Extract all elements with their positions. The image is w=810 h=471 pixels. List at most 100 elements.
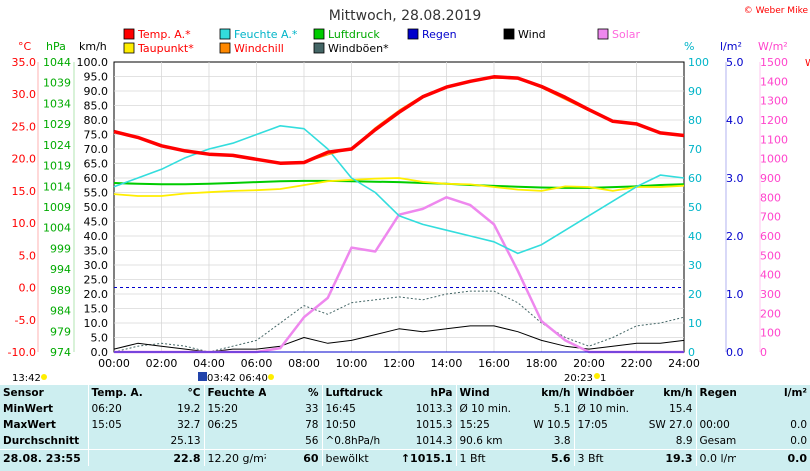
- stats-cell-left: 90.6 km: [455, 433, 512, 450]
- stats-current-value: 0.0: [736, 449, 810, 466]
- credit-text: © Weber Mike: [744, 6, 809, 16]
- solar-tick-label: 1100: [760, 133, 788, 146]
- solar-tick-label: 1000: [760, 153, 788, 166]
- rain-unit: l/m²: [720, 40, 742, 53]
- rain-tick-label: 0.0: [726, 346, 744, 359]
- kmh-tick-label: 45.0: [84, 216, 109, 229]
- hpa-tick-label: 1024: [43, 139, 71, 152]
- stats-current-left: 3 Bft: [573, 449, 634, 466]
- hpa-tick-label: 1039: [43, 77, 71, 90]
- legend-label: Windböen*: [328, 42, 389, 55]
- solar-tick-label: 400: [760, 269, 781, 282]
- solar-tick-label: 900: [760, 172, 781, 185]
- stats-cell-right: 0.0: [790, 435, 807, 447]
- legend-label: Windchill: [234, 42, 284, 55]
- time-tick-label: 00:00: [98, 357, 130, 370]
- stats-header-cell: Luftdruck: [321, 385, 384, 401]
- celsius-tick-label: 30.0: [12, 88, 37, 101]
- hpa-tick-label: 984: [50, 305, 71, 318]
- percent-tick-label: 100: [688, 56, 709, 69]
- stats-row-label: MaxWert: [3, 419, 56, 431]
- stats-cell-right: 1014.3: [415, 435, 453, 447]
- stats-cell-left: 00:00: [695, 417, 736, 433]
- legend-swatch: [597, 28, 609, 40]
- stats-unit-cell: °C: [187, 387, 201, 399]
- stats-current-value: 22.8: [144, 449, 204, 466]
- solar-tick-label: 1200: [760, 114, 788, 127]
- stats-panel: Sensor Temp. A. °C Feuchte A.% Luftdruck hPa W…: [0, 385, 810, 471]
- solar-tick-label: 1400: [760, 75, 788, 88]
- axis-ticks: 35.030.025.020.015.010.05.00.0-5.0-10.01…: [8, 56, 788, 370]
- stats-cell-right: 8.9: [675, 435, 693, 447]
- stats-cell-right: 32.7: [177, 419, 201, 431]
- kmh-tick-label: 50.0: [84, 201, 109, 214]
- stats-current-left: 12.20 g/m²: [203, 449, 266, 466]
- stats-cell-right: 19.2: [177, 403, 201, 415]
- percent-tick-label: 50: [688, 201, 702, 214]
- hpa-tick-label: 1004: [43, 222, 71, 235]
- solar-tick-label: 1500: [760, 56, 788, 69]
- time-tick-label: 10:00: [336, 357, 368, 370]
- time-tick-label: 08:00: [288, 357, 320, 370]
- stats-cell-left: 15:05: [87, 417, 144, 433]
- celsius-tick-label: 10.0: [12, 217, 37, 230]
- celsius-tick-label: 15.0: [12, 185, 37, 198]
- series-line-tempa: [113, 75, 685, 165]
- stats-current-row: 28.08. 23:55 22.8 12.20 g/m² 60 bewölkt ↑1015…: [0, 449, 810, 466]
- celsius-unit: °C: [18, 40, 32, 53]
- stats-unit-cell: km/h: [663, 387, 693, 399]
- stats-row: MaxWert 15:05 32.7 06:25 78 10:50 1015.3 15:25 W…: [0, 417, 810, 433]
- stats-cell-left: Gesamt:: [695, 433, 736, 450]
- stats-current-value: 5.6: [512, 449, 574, 466]
- stats-cell-left: 15:20: [203, 401, 266, 417]
- stats-cell-right: 78: [305, 419, 319, 431]
- solar-tick-label: 600: [760, 230, 781, 243]
- legend-swatch: [313, 28, 325, 40]
- celsius-tick-label: 20.0: [12, 153, 37, 166]
- stats-current-left: 1 Bft: [455, 449, 512, 466]
- stats-current-value: 19.3: [634, 449, 696, 466]
- legend-label: Feuchte A.*: [234, 28, 298, 41]
- legend-label: Solar: [612, 28, 641, 41]
- series-line-feuchtea: [113, 125, 685, 255]
- kmh-tick-label: 60.0: [84, 172, 109, 185]
- solar-tick-label: 700: [760, 211, 781, 224]
- moon-time: 03:42: [207, 373, 236, 384]
- legend-swatch: [407, 28, 419, 40]
- stats-current-left: [87, 449, 144, 466]
- hpa-tick-label: 989: [50, 284, 71, 297]
- stats-current-value: ↑1015.1: [384, 449, 456, 466]
- legend-swatch: [123, 28, 135, 40]
- legend-swatch: [219, 28, 231, 40]
- sunset-dot: [594, 373, 600, 379]
- kmh-tick-label: 55.0: [84, 187, 109, 200]
- chart-title: Mittwoch, 28.08.2019: [329, 8, 482, 24]
- legend-label: Temp. A.*: [137, 28, 191, 41]
- kmh-tick-label: 0.0: [91, 346, 109, 359]
- stats-current-value: 60: [266, 449, 322, 466]
- time-tick-label: 18:00: [526, 357, 558, 370]
- kmh-tick-label: 65.0: [84, 158, 109, 171]
- stats-header-row: Sensor Temp. A. °C Feuchte A.% Luftdruck hPa W…: [0, 385, 810, 401]
- legend-label: Luftdruck: [328, 28, 380, 41]
- rain-tick-label: 5.0: [726, 56, 744, 69]
- time-tick-label: 16:00: [478, 357, 510, 370]
- kmh-tick-label: 15.0: [84, 303, 109, 316]
- hpa-tick-label: 1029: [43, 118, 71, 131]
- weather-chart: Mittwoch, 28.08.2019 © Weber Mike W Temp…: [7, 6, 810, 384]
- stats-cell-right: SW 27.0: [648, 419, 693, 431]
- time-tick-label: 06:00: [241, 357, 273, 370]
- solar-tick-label: 800: [760, 191, 781, 204]
- time-tick-label: 14:00: [431, 357, 463, 370]
- legend-swatch: [219, 42, 231, 54]
- chart-legend: Temp. A.* Feuchte A.* Luftdruck Regen Wind So…: [123, 28, 641, 55]
- stats-cell-right: 5.1: [553, 403, 571, 415]
- kmh-tick-label: 30.0: [84, 259, 109, 272]
- moon-icon: [198, 372, 207, 381]
- kmh-tick-label: 40.0: [84, 230, 109, 243]
- rain-tick-label: 1.0: [726, 288, 744, 301]
- hpa-tick-label: 1019: [43, 160, 71, 173]
- stats-cell-left: Ø 10 min.: [573, 401, 634, 417]
- rain-tick-label: 3.0: [726, 172, 744, 185]
- kmh-tick-label: 20.0: [84, 288, 109, 301]
